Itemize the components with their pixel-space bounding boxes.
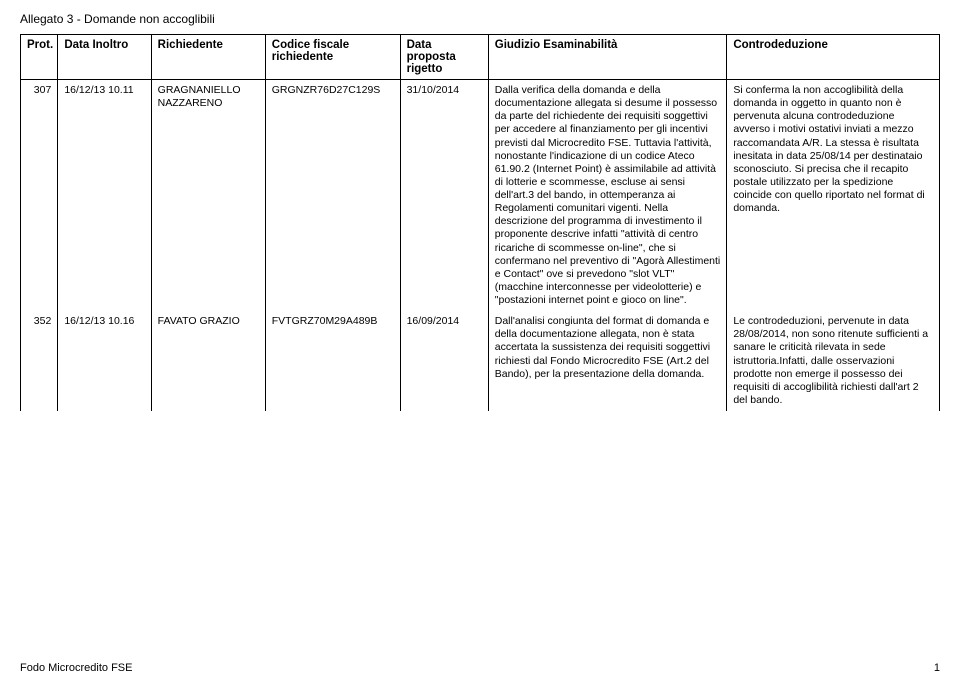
data-table: Prot. Data Inoltro Richiedente Codice fi… [20,34,940,411]
cell-giudizio: Dalla verifica della domanda e della doc… [488,80,727,312]
col-data-proposta: Data proposta rigetto [400,35,488,80]
cell-codice: FVTGRZ70M29A489B [265,311,400,411]
cell-controdeduzione: Si conferma la non accoglibilità della d… [727,80,940,312]
cell-data-proposta: 16/09/2014 [400,311,488,411]
cell-giudizio: Dall'analisi congiunta del format di dom… [488,311,727,411]
cell-data-inoltro: 16/12/13 10.16 [58,311,151,411]
cell-richiedente: GRAGNANIELLO NAZZARENO [151,80,265,312]
cell-prot: 352 [21,311,58,411]
cell-data-proposta: 31/10/2014 [400,80,488,312]
cell-codice: GRGNZR76D27C129S [265,80,400,312]
table-row: 352 16/12/13 10.16 FAVATO GRAZIO FVTGRZ7… [21,311,940,411]
document-title: Allegato 3 - Domande non accoglibili [20,12,940,26]
cell-richiedente: FAVATO GRAZIO [151,311,265,411]
col-codice-fiscale: Codice fiscale richiedente [265,35,400,80]
col-controdeduzione: Controdeduzione [727,35,940,80]
table-row: 307 16/12/13 10.11 GRAGNANIELLO NAZZAREN… [21,80,940,312]
cell-controdeduzione: Le controdeduzioni, pervenute in data 28… [727,311,940,411]
footer-page-number: 1 [934,662,940,674]
table-header-row: Prot. Data Inoltro Richiedente Codice fi… [21,35,940,80]
col-giudizio: Giudizio Esaminabilità [488,35,727,80]
cell-data-inoltro: 16/12/13 10.11 [58,80,151,312]
page-footer: Fodo Microcredito FSE 1 [20,662,940,674]
col-data-inoltro: Data Inoltro [58,35,151,80]
col-prot: Prot. [21,35,58,80]
col-richiedente: Richiedente [151,35,265,80]
cell-prot: 307 [21,80,58,312]
footer-source: Fodo Microcredito FSE [20,662,132,674]
